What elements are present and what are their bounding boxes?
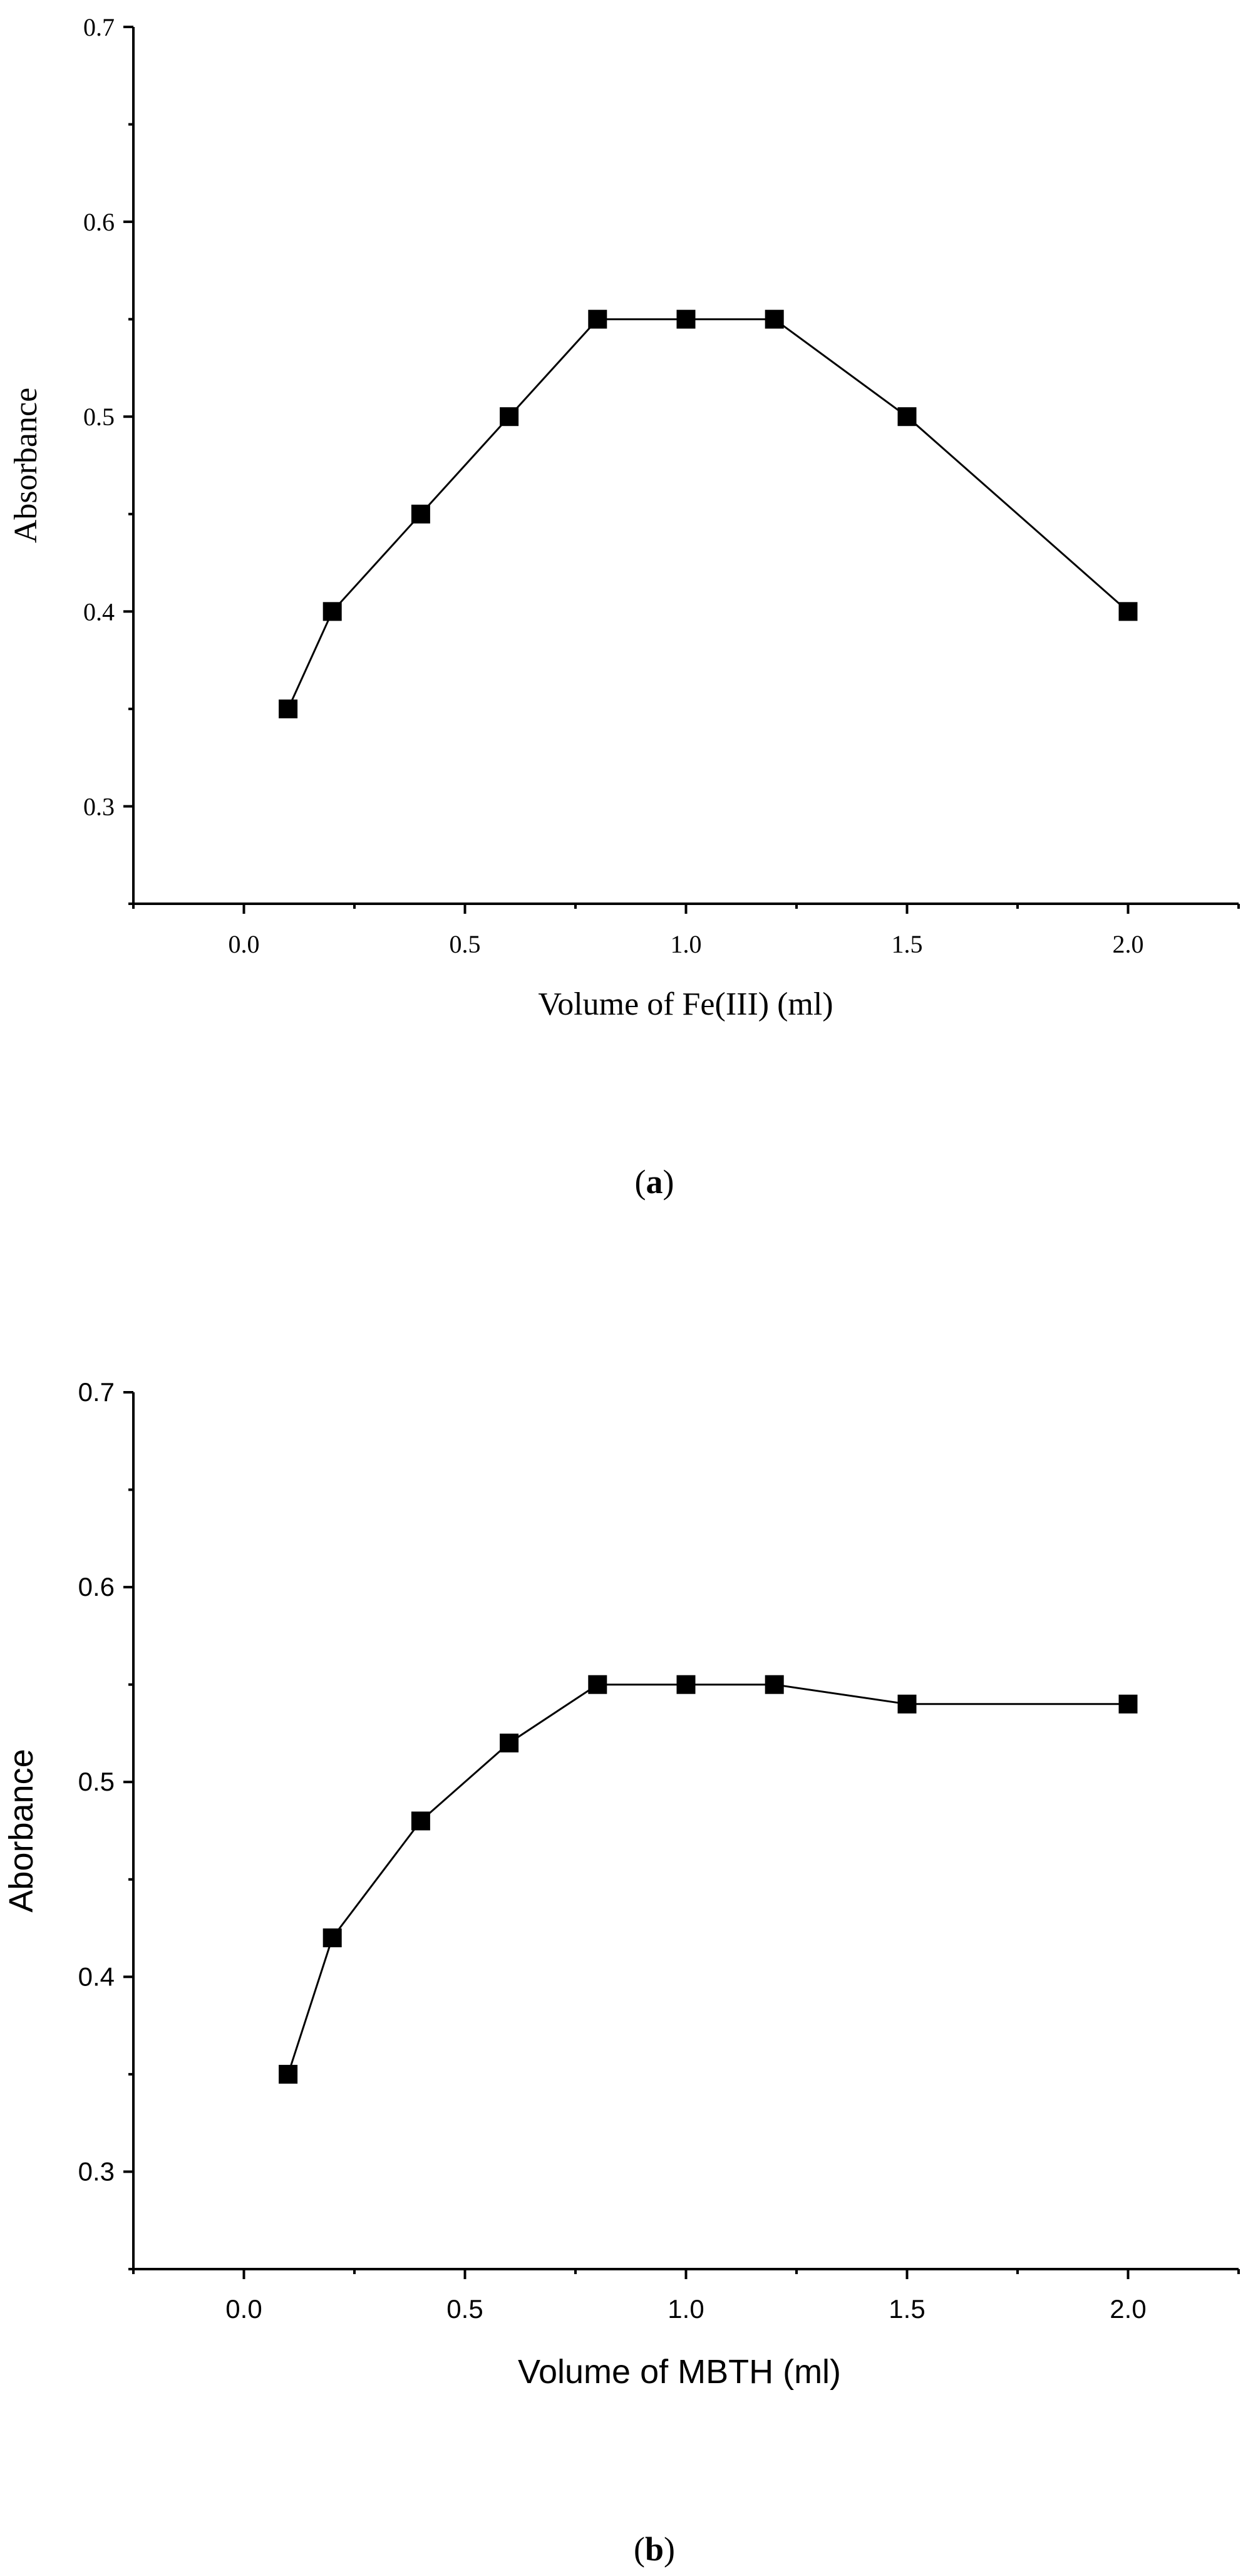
chart-a-y-tick-label: 0.4 (83, 597, 115, 626)
chart-a-x-ticks (132, 904, 1240, 914)
chart-b-axes (132, 1392, 1239, 2270)
chart-b-markers (279, 1675, 1138, 2084)
chart-a-point (588, 309, 607, 329)
chart-b-x-tick-labels: 0.0 0.5 1.0 1.5 2.0 (225, 2294, 1146, 2324)
chart-b-point (676, 1675, 696, 1694)
chart-a-y-tick-label: 0.5 (83, 403, 115, 431)
chart-b-x-tick-label: 0.0 (225, 2294, 262, 2324)
chart-a-caption-close: ) (663, 1163, 674, 1201)
chart-a-point (1118, 602, 1138, 621)
chart-a-y-tick-labels: 0.3 0.4 0.5 0.6 0.7 (83, 13, 115, 820)
chart-a-markers (279, 309, 1138, 718)
chart-a-x-tick-label: 1.5 (892, 930, 923, 958)
chart-b-series-line (287, 1684, 1128, 2075)
chart-b-x-tick-label: 2.0 (1110, 2294, 1146, 2324)
chart-b-y-ticks (123, 1391, 133, 2270)
chart-a-y-tick-label: 0.3 (83, 792, 115, 820)
chart-a-point (500, 407, 519, 427)
chart-b-point (500, 1734, 519, 1752)
chart-a-x-tick-label: 0.5 (450, 930, 481, 958)
chart-a-y-axis-title: Absorbance (8, 388, 44, 543)
chart-b-y-tick-label: 0.6 (78, 1572, 115, 1601)
chart-a-x-tick-label: 0.0 (229, 930, 260, 958)
chart-b-y-tick-labels: 0.3 0.4 0.5 0.6 0.7 (78, 1377, 115, 2186)
chart-a-y-tick-label: 0.6 (83, 208, 115, 236)
chart-b-point (411, 1811, 430, 1831)
chart-a-y-ticks (123, 26, 133, 905)
chart-a-point (765, 309, 784, 329)
chart-a-x-tick-label: 2.0 (1113, 930, 1144, 958)
chart-a-x-tick-label: 1.0 (671, 930, 702, 958)
chart-a-x-tick-labels: 0.0 0.5 1.0 1.5 2.0 (229, 930, 1144, 958)
chart-b-point (279, 2064, 298, 2084)
chart-b-point (1118, 1694, 1138, 1714)
chart-b-x-tick-label: 1.0 (668, 2294, 704, 2324)
chart-b-x-ticks (132, 2269, 1240, 2279)
chart-a-caption: (a) (635, 1163, 674, 1201)
chart-b-y-tick-label: 0.5 (78, 1767, 115, 1796)
chart-a-point (411, 504, 430, 524)
chart-b-y-axis-title: Aborbance (3, 1749, 40, 1912)
chart-b-point (897, 1694, 917, 1714)
chart-b-caption-letter: b (645, 2530, 664, 2568)
chart-b-point (588, 1675, 607, 1694)
chart-b-y-tick-label: 0.7 (78, 1377, 115, 1407)
chart-a-y-tick-label: 0.7 (83, 13, 115, 41)
chart-b-point (322, 1928, 342, 1948)
chart-b-x-tick-label: 0.5 (446, 2294, 483, 2324)
chart-a: 0.0 0.5 1.0 1.5 2.0 0.3 0.4 0.5 0.6 0.7 Volume o… (8, 13, 1240, 1201)
chart-b-point (765, 1675, 784, 1694)
chart-a-point (322, 602, 342, 621)
chart-a-caption-letter: a (646, 1163, 663, 1201)
chart-b-caption: (b) (634, 2530, 675, 2568)
chart-a-point (676, 309, 696, 329)
chart-a-axes (132, 27, 1239, 905)
chart-b-y-tick-label: 0.4 (78, 1962, 115, 1991)
chart-b: 0.0 0.5 1.0 1.5 2.0 0.3 0.4 0.5 0.6 0.7 Volume o… (3, 1377, 1240, 2568)
chart-a-x-axis-title: Volume of Fe(III) (ml) (538, 986, 833, 1022)
chart-a-point (897, 407, 917, 427)
chart-a-point (279, 699, 298, 718)
chart-b-x-tick-label: 1.5 (889, 2294, 925, 2324)
chart-b-x-axis-title: Volume of MBTH (ml) (518, 2353, 841, 2391)
chart-b-caption-close: ) (664, 2530, 675, 2568)
chart-b-y-tick-label: 0.3 (78, 2156, 115, 2186)
chart-b-caption-open: ( (634, 2530, 645, 2568)
chart-a-caption-open: ( (635, 1163, 646, 1201)
